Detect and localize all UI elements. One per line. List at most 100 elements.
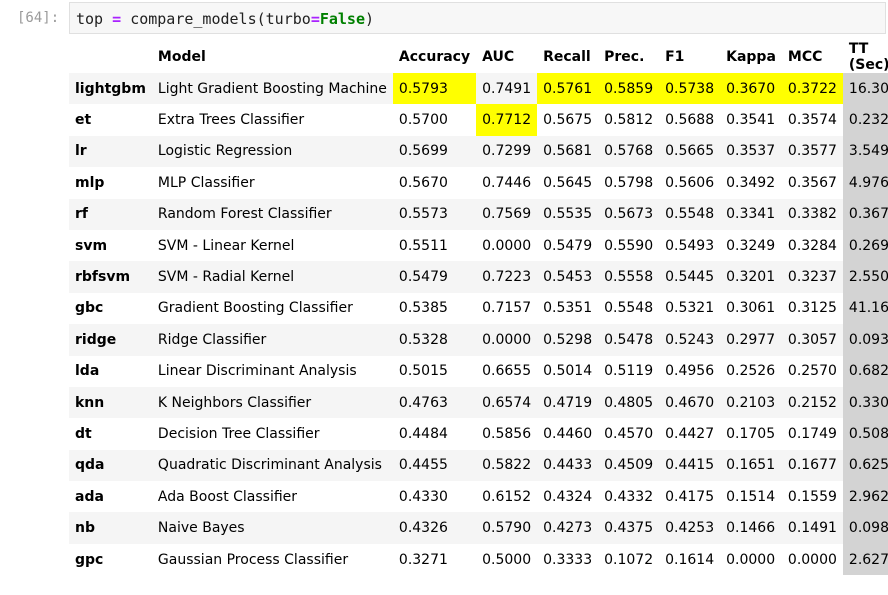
- table-row: mlp MLP Classifier 0.5670 0.7446 0.5645 0.579…: [69, 167, 888, 199]
- recall-cell: 0.4433: [537, 449, 599, 482]
- model-name: Decision Tree Classifier: [157, 425, 320, 442]
- recall-cell: 0.4719: [537, 386, 599, 419]
- auc-cell: 0.5822: [476, 449, 538, 482]
- table-header-row: Model Accuracy AUC Recall Prec. F1 Kappa…: [69, 41, 888, 73]
- recall-cell: 0.5675: [543, 112, 593, 129]
- header-index: [69, 41, 152, 73]
- mcc-cell: 0.3722: [781, 73, 843, 105]
- training-time-cell: 2.6270: [842, 543, 888, 576]
- mcc-cell: 0.3284: [787, 237, 837, 254]
- f1-cell: 0.5321: [665, 300, 715, 317]
- recall-cell: 0.4460: [543, 425, 593, 442]
- training-time-cell: 0.6820: [842, 355, 888, 387]
- training-time-cell: 0.2690: [842, 229, 888, 262]
- accuracy-cell: 0.5573: [392, 198, 477, 230]
- recall-cell: 0.5351: [543, 300, 593, 317]
- table-row: rf Random Forest Classifier 0.5573 0.7569 0.…: [69, 198, 888, 230]
- recall-cell: 0.4324: [543, 488, 593, 505]
- header-auc: AUC: [482, 49, 515, 65]
- accuracy-cell: 0.4330: [398, 488, 448, 505]
- table-row: gpc Gaussian Process Classifier 0.3271 0.50…: [69, 543, 888, 576]
- recall-cell: 0.5645: [543, 174, 593, 191]
- model-name: SVM - Linear Kernel: [157, 237, 295, 254]
- training-time-cell: 0.5080: [842, 418, 888, 450]
- mcc-cell: 0.3574: [787, 112, 837, 129]
- accuracy-cell: 0.4763: [392, 386, 477, 419]
- kappa-cell: 0.3341: [720, 198, 782, 230]
- precision-cell: 0.5590: [604, 237, 654, 254]
- header-kappa: Kappa: [726, 49, 776, 65]
- precision-cell: 0.4805: [598, 386, 660, 419]
- accuracy-cell: 0.3271: [398, 551, 448, 568]
- table-row: ada Ada Boost Classifier 0.4330 0.6152 0.432…: [69, 481, 888, 513]
- auc-cell: 0.5790: [476, 512, 538, 544]
- table-row: nb Naive Bayes 0.4326 0.5790 0.4273 0.4375 0.4…: [69, 512, 888, 544]
- mcc-cell: 0.2152: [781, 386, 843, 419]
- model-name: K Neighbors Classifier: [151, 386, 393, 419]
- training-time-cell: 3.5490: [842, 135, 888, 168]
- precision-cell: 0.1072: [604, 551, 654, 568]
- training-time-cell: 0.2320: [842, 104, 888, 136]
- header-accuracy: Accuracy: [398, 49, 471, 65]
- recall-cell: 0.5014: [543, 363, 593, 380]
- kappa-cell: 0.1651: [720, 449, 782, 482]
- accuracy-cell: 0.5328: [392, 324, 477, 356]
- code-line[interactable]: top = compare_models(turbo=False): [76, 10, 374, 28]
- auc-cell: 0.7569: [476, 198, 538, 230]
- training-time-cell: 16.3030: [842, 73, 888, 105]
- training-time-cell: 2.9620: [842, 481, 888, 513]
- f1-cell: 0.5445: [659, 261, 721, 293]
- header-model: Model: [157, 49, 206, 65]
- f1-cell: 0.5688: [665, 112, 715, 129]
- training-time-cell: 0.6250: [842, 449, 888, 482]
- accuracy-cell: 0.5385: [398, 300, 448, 317]
- kappa-cell: 0.3537: [720, 135, 782, 168]
- cell-execution-count: [64]:: [17, 10, 60, 26]
- recall-cell: 0.5761: [537, 73, 599, 105]
- mcc-cell: 0.1559: [787, 488, 837, 505]
- auc-cell: 0.0000: [482, 237, 532, 254]
- auc-cell: 0.7223: [476, 261, 538, 293]
- table-row: dt Decision Tree Classifier 0.4484 0.5856 0.…: [69, 418, 888, 450]
- accuracy-cell: 0.5699: [392, 135, 477, 168]
- f1-cell: 0.1614: [665, 551, 715, 568]
- row-index: gbc: [75, 300, 104, 317]
- f1-cell: 0.4253: [659, 512, 721, 544]
- kappa-cell: 0.3201: [720, 261, 782, 293]
- table-row: rbfsvm SVM - Radial Kernel 0.5479 0.7223 0.5…: [69, 261, 888, 293]
- accuracy-cell: 0.5479: [392, 261, 477, 293]
- model-name: SVM - Radial Kernel: [151, 261, 393, 293]
- table-row: gbc Gradient Boosting Classifier 0.5385 0.7…: [69, 292, 888, 325]
- accuracy-cell: 0.5793: [392, 73, 477, 105]
- model-name: Extra Trees Classifier: [157, 112, 305, 129]
- f1-cell: 0.4427: [665, 425, 715, 442]
- row-index: lda: [75, 363, 100, 380]
- precision-cell: 0.5798: [604, 174, 654, 191]
- model-name: Gaussian Process Classifier: [157, 551, 349, 568]
- auc-cell: 0.7446: [482, 174, 532, 191]
- code-close-paren: ): [365, 10, 375, 28]
- kappa-cell: 0.1466: [720, 512, 782, 544]
- recall-cell: 0.4273: [537, 512, 599, 544]
- code-cell-input[interactable]: top = compare_models(turbo=False): [69, 2, 886, 34]
- accuracy-cell: 0.5511: [398, 237, 448, 254]
- kappa-cell: 0.3541: [726, 112, 776, 129]
- model-name: Logistic Regression: [151, 135, 393, 168]
- table-row: lr Logistic Regression 0.5699 0.7299 0.5681 0…: [69, 135, 888, 168]
- mcc-cell: 0.3577: [781, 135, 843, 168]
- table-row: lda Linear Discriminant Analysis 0.5015 0.6…: [69, 355, 888, 387]
- mcc-cell: 0.2570: [787, 363, 837, 380]
- model-name: MLP Classifier: [157, 174, 255, 191]
- kappa-cell: 0.2103: [720, 386, 782, 419]
- f1-cell: 0.4956: [665, 363, 715, 380]
- kappa-cell: 0.1514: [726, 488, 776, 505]
- precision-cell: 0.5812: [604, 112, 654, 129]
- recall-cell: 0.5298: [537, 324, 599, 356]
- precision-cell: 0.5859: [598, 73, 660, 105]
- kappa-cell: 0.3670: [720, 73, 782, 105]
- recall-cell: 0.3333: [543, 551, 593, 568]
- f1-cell: 0.5665: [659, 135, 721, 168]
- header-f1: F1: [665, 49, 685, 65]
- header-recall: Recall: [543, 49, 591, 65]
- recall-cell: 0.5479: [543, 237, 593, 254]
